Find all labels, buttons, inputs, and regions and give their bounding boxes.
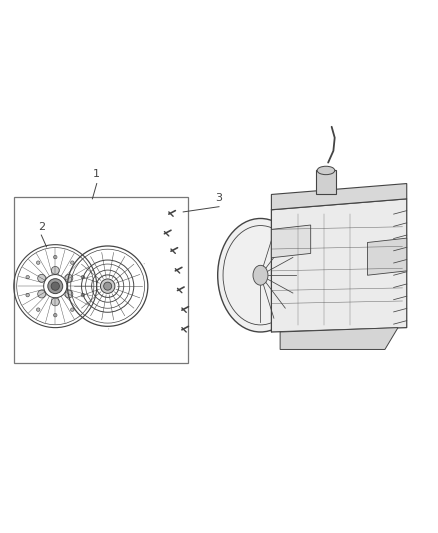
Circle shape [36,261,40,264]
Polygon shape [367,238,407,275]
Circle shape [104,282,112,290]
Circle shape [53,255,57,259]
Circle shape [36,308,40,311]
Circle shape [53,313,57,317]
Ellipse shape [317,166,335,175]
Circle shape [81,293,85,297]
Circle shape [65,290,73,298]
Circle shape [48,279,63,294]
Circle shape [26,276,29,279]
Circle shape [71,261,74,264]
Circle shape [26,293,29,297]
Text: 1: 1 [93,169,100,179]
Circle shape [38,290,46,298]
Circle shape [51,266,59,274]
Text: 3: 3 [215,193,223,203]
Bar [14,197,188,362]
Circle shape [71,308,74,311]
Polygon shape [272,199,407,332]
Circle shape [51,282,60,290]
Circle shape [65,274,73,282]
Ellipse shape [253,265,268,285]
Polygon shape [272,183,407,210]
Text: 2: 2 [38,222,45,231]
Circle shape [100,279,115,293]
Circle shape [51,298,59,306]
Polygon shape [280,328,398,350]
Ellipse shape [218,219,303,332]
Polygon shape [272,225,311,258]
Bar [316,171,336,195]
Circle shape [38,274,46,282]
Circle shape [81,276,85,279]
